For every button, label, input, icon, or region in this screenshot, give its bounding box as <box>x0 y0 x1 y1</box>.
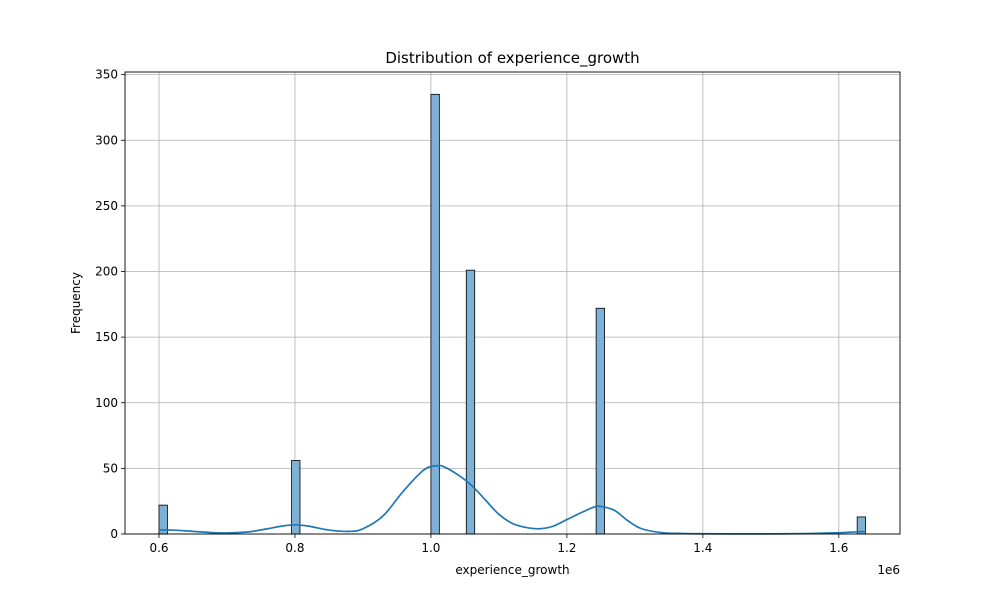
y-tick-label: 0 <box>110 527 118 541</box>
x-tick-label: 0.8 <box>285 541 304 555</box>
y-tick-label: 250 <box>95 199 118 213</box>
y-tick-label: 150 <box>95 330 118 344</box>
histogram-bars <box>158 93 867 535</box>
chart-title: Distribution of experience_growth <box>385 49 639 68</box>
x-tick-label: 0.6 <box>149 541 168 555</box>
y-axis-ticks: 0 50 100 150 200 250 300 350 <box>95 68 125 541</box>
x-tick-label: 1.4 <box>693 541 712 555</box>
x-tick-label: 1.2 <box>557 541 576 555</box>
histogram-bar <box>291 460 301 535</box>
histogram-bar <box>595 307 605 535</box>
y-tick-label: 100 <box>95 396 118 410</box>
x-tick-label: 1.0 <box>421 541 440 555</box>
y-tick-label: 50 <box>103 461 118 475</box>
histogram-bar <box>430 93 440 535</box>
y-axis-label: Frequency <box>69 272 83 334</box>
grid-lines <box>125 72 900 535</box>
kde-curve <box>158 464 867 535</box>
x-axis-ticks: 0.6 0.8 1.0 1.2 1.4 1.6 <box>149 534 848 555</box>
x-axis-offset-label: 1e6 <box>877 563 900 577</box>
y-tick-label: 200 <box>95 265 118 279</box>
kde-curve-layer <box>158 464 867 535</box>
x-tick-label: 1.6 <box>829 541 848 555</box>
y-tick-label: 300 <box>95 133 118 147</box>
x-axis-label: experience_growth <box>455 563 569 577</box>
y-tick-label: 350 <box>95 68 118 82</box>
histogram-bar <box>465 269 476 535</box>
axes-frame <box>124 71 901 535</box>
